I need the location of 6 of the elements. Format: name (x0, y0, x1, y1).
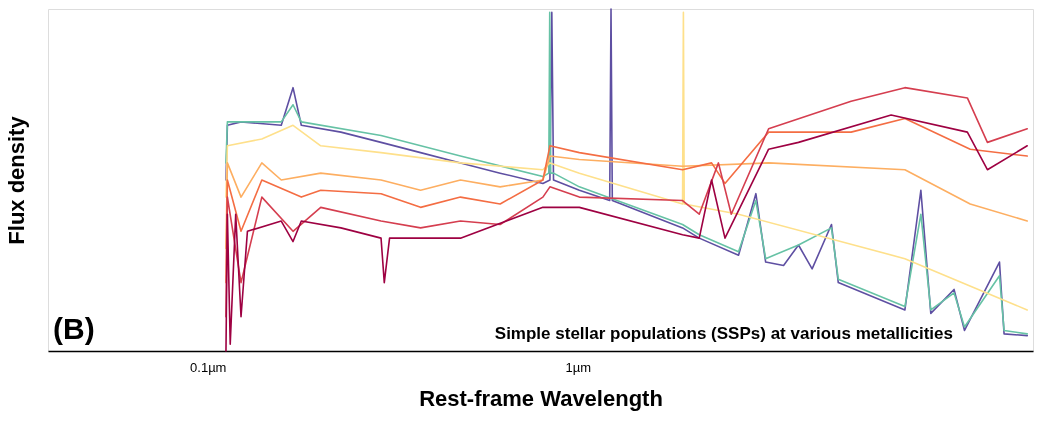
x-tick-label: 0.1µm (190, 359, 227, 375)
y-axis-title: Flux density (3, 115, 29, 245)
annotation: Simple stellar populations (SSPs) at various metallicities (494, 324, 953, 343)
annotation: (B) (53, 312, 95, 345)
x-tick-label: 1µm (565, 359, 592, 375)
x-axis-title: Rest-frame Wavelength (419, 385, 663, 411)
